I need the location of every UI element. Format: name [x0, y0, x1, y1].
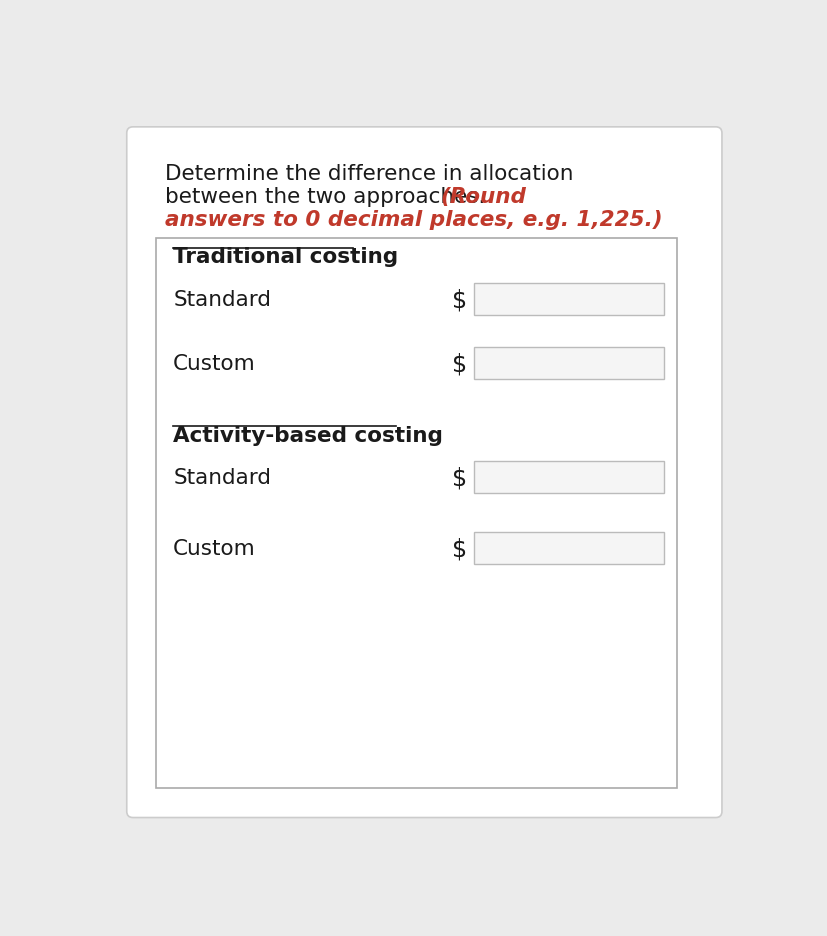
Text: $: $ — [452, 288, 466, 312]
FancyBboxPatch shape — [473, 533, 663, 564]
Text: $: $ — [452, 352, 466, 376]
Text: Custom: Custom — [173, 354, 256, 373]
FancyBboxPatch shape — [473, 347, 663, 380]
Text: Standard: Standard — [173, 468, 271, 488]
Text: answers to 0 decimal places, e.g. 1,225.): answers to 0 decimal places, e.g. 1,225.… — [165, 210, 662, 230]
Text: Activity-based costing: Activity-based costing — [173, 425, 442, 446]
Text: between the two approaches.: between the two approaches. — [165, 187, 492, 207]
FancyBboxPatch shape — [127, 127, 721, 818]
Text: Custom: Custom — [173, 538, 256, 559]
Text: Determine the difference in allocation: Determine the difference in allocation — [165, 164, 573, 183]
Text: Traditional costing: Traditional costing — [173, 247, 398, 267]
FancyBboxPatch shape — [156, 239, 676, 788]
FancyBboxPatch shape — [473, 461, 663, 494]
FancyBboxPatch shape — [473, 284, 663, 316]
Text: (Round: (Round — [440, 187, 526, 207]
Text: Standard: Standard — [173, 290, 271, 310]
Text: $: $ — [452, 466, 466, 490]
Text: $: $ — [452, 536, 466, 561]
